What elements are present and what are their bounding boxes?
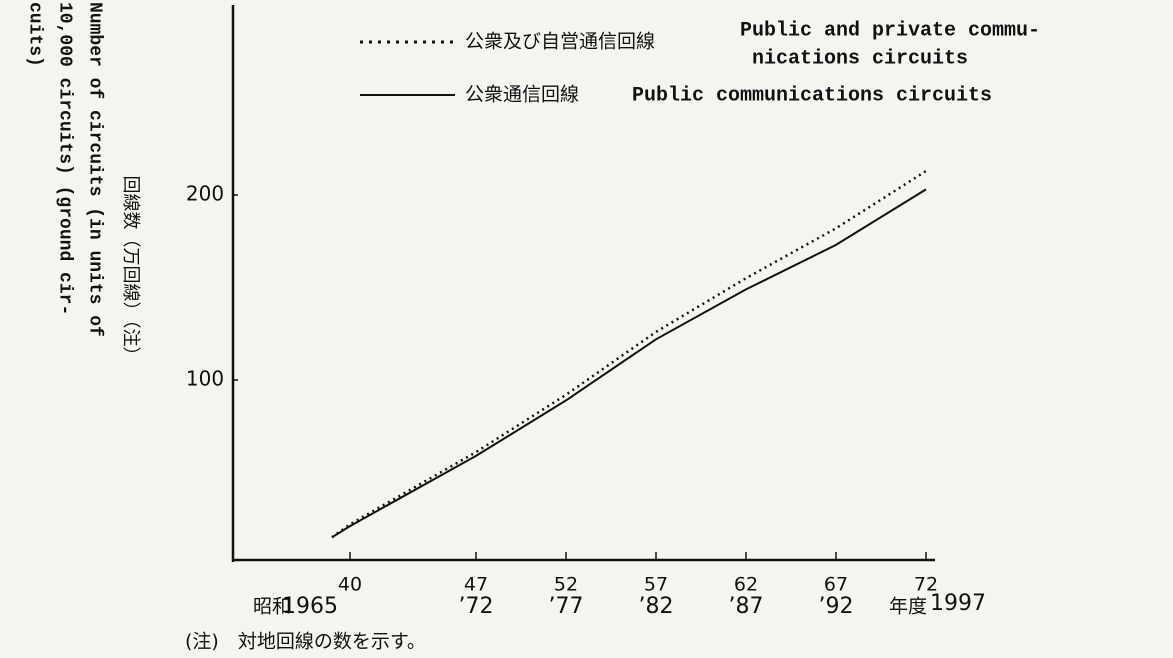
x-tick-label-ad: ’82	[639, 594, 674, 619]
x-tick-label: 67	[824, 574, 848, 596]
legend-label: 公衆通信回線	[465, 84, 579, 106]
x-tick-label: 62	[734, 574, 758, 596]
x-tick-label: 47	[464, 574, 488, 596]
y-tick-label: 200	[186, 182, 224, 206]
y-label-en: cuits)	[24, 2, 44, 67]
legend-label-en: Public and private commu-	[740, 19, 1040, 42]
series-line	[331, 169, 927, 539]
x-tick-label-ad: 1965	[282, 594, 338, 619]
x-prefix: 昭和	[253, 596, 291, 618]
series-line	[331, 188, 927, 539]
legend-label-en: Public communications circuits	[632, 84, 992, 107]
legend-label: 公衆及び自営通信回線	[465, 31, 655, 53]
x-tick-label-ad: ’72	[459, 594, 494, 619]
x-tick-label: 40	[338, 574, 362, 596]
x-tick-label: 57	[644, 574, 668, 596]
legend-label-en: nications circuits	[752, 47, 968, 70]
x-tick-label-ad: ’77	[549, 594, 584, 619]
y-tick-label: 100	[186, 367, 224, 391]
x-tick-label: 52	[554, 574, 578, 596]
y-label-jp: 回線数（万回線）（注）	[120, 176, 141, 365]
x-suffix-ad: 1997	[930, 591, 986, 616]
x-tick-label-ad: ’87	[729, 594, 764, 619]
note: (注) 対地回線の数を示す。	[185, 631, 426, 653]
x-tick-label-ad: ’92	[819, 594, 854, 619]
x-suffix: 年度	[889, 596, 927, 618]
x-tick-label: 72	[914, 574, 938, 596]
y-label-en: Number of circuits (in units of	[84, 2, 104, 337]
y-label-en: 10,000 circuits) (ground cir-	[54, 2, 74, 315]
